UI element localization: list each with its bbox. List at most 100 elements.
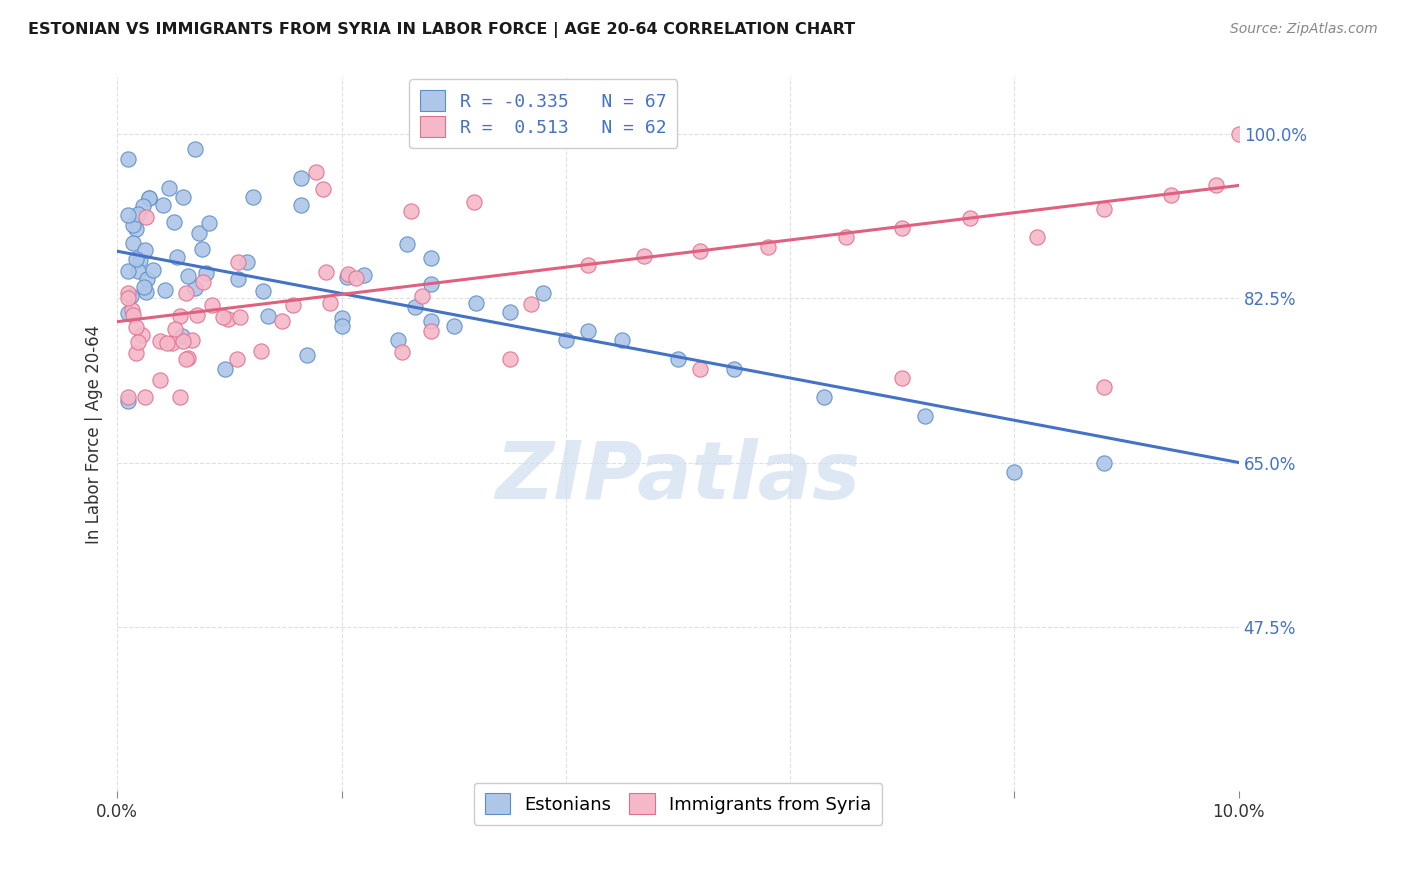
Point — [177, 268, 200, 283]
Point — [519, 296, 541, 310]
Point — [344, 270, 367, 285]
Point — [214, 361, 236, 376]
Point — [117, 286, 139, 301]
Point — [132, 280, 155, 294]
Point — [135, 285, 157, 300]
Point — [166, 250, 188, 264]
Point — [149, 373, 172, 387]
Point — [242, 190, 264, 204]
Point — [353, 268, 375, 282]
Point — [186, 308, 208, 322]
Point — [249, 344, 271, 359]
Point — [576, 324, 599, 338]
Point — [188, 226, 211, 240]
Point — [290, 170, 312, 185]
Point — [163, 215, 186, 229]
Point — [131, 328, 153, 343]
Text: ESTONIAN VS IMMIGRANTS FROM SYRIA IN LABOR FORCE | AGE 20-64 CORRELATION CHART: ESTONIAN VS IMMIGRANTS FROM SYRIA IN LAB… — [28, 22, 855, 38]
Point — [891, 220, 914, 235]
Point — [228, 255, 250, 269]
Point — [1004, 465, 1026, 479]
Point — [184, 142, 207, 156]
Point — [465, 296, 488, 310]
Point — [138, 191, 160, 205]
Point — [121, 308, 143, 322]
Point — [142, 263, 165, 277]
Point — [132, 199, 155, 213]
Point — [1092, 456, 1115, 470]
Point — [1160, 187, 1182, 202]
Point — [297, 348, 319, 362]
Point — [387, 334, 409, 348]
Point — [420, 314, 443, 328]
Point — [127, 334, 149, 349]
Point — [411, 288, 433, 302]
Point — [225, 351, 247, 366]
Point — [117, 390, 139, 404]
Point — [756, 239, 779, 253]
Point — [198, 216, 221, 230]
Point — [576, 258, 599, 272]
Y-axis label: In Labor Force | Age 20-64: In Labor Force | Age 20-64 — [86, 325, 103, 544]
Point — [1205, 178, 1227, 193]
Point — [155, 335, 177, 350]
Point — [689, 244, 711, 259]
Point — [319, 295, 342, 310]
Point — [336, 267, 359, 281]
Point — [252, 284, 274, 298]
Point — [117, 394, 139, 409]
Point — [399, 204, 422, 219]
Point — [835, 230, 858, 244]
Point — [666, 352, 689, 367]
Point — [330, 311, 353, 326]
Point — [191, 275, 214, 289]
Text: Source: ZipAtlas.com: Source: ZipAtlas.com — [1230, 22, 1378, 37]
Point — [172, 334, 194, 348]
Point — [633, 249, 655, 263]
Point — [1092, 380, 1115, 394]
Point — [136, 272, 159, 286]
Point — [1025, 230, 1047, 244]
Point — [257, 310, 280, 324]
Point — [443, 319, 465, 334]
Point — [121, 235, 143, 250]
Point — [228, 310, 250, 325]
Point — [281, 298, 304, 312]
Point — [127, 207, 149, 221]
Point — [312, 181, 335, 195]
Point — [125, 252, 148, 266]
Point — [959, 211, 981, 226]
Point — [176, 352, 198, 367]
Point — [121, 303, 143, 318]
Point — [120, 289, 142, 303]
Point — [217, 312, 239, 326]
Point — [127, 264, 149, 278]
Point — [305, 165, 328, 179]
Point — [212, 310, 235, 325]
Point — [138, 191, 160, 205]
Point — [172, 328, 194, 343]
Point — [135, 210, 157, 224]
Point — [336, 269, 359, 284]
Text: ZIPatlas: ZIPatlas — [495, 438, 860, 516]
Point — [159, 181, 181, 195]
Point — [463, 195, 485, 210]
Point — [290, 198, 312, 212]
Point — [125, 222, 148, 236]
Point — [813, 390, 835, 404]
Point — [554, 334, 576, 348]
Point — [195, 267, 218, 281]
Point — [169, 390, 191, 404]
Point — [191, 242, 214, 256]
Point — [270, 314, 292, 328]
Point — [531, 286, 554, 301]
Point — [226, 272, 249, 286]
Point — [176, 285, 198, 300]
Point — [1092, 202, 1115, 216]
Point — [499, 352, 522, 367]
Point — [134, 390, 156, 404]
Point — [914, 409, 936, 423]
Point — [420, 277, 443, 291]
Point — [183, 281, 205, 295]
Point — [330, 319, 353, 334]
